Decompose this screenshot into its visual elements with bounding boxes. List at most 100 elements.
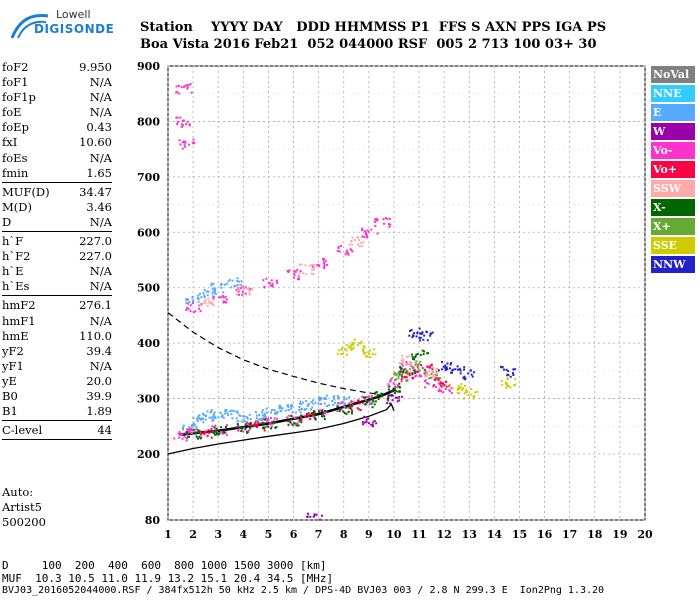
- data-point: [225, 298, 228, 301]
- data-point: [220, 282, 223, 285]
- data-point: [422, 338, 425, 341]
- auto-code: 500200: [2, 515, 46, 529]
- data-point: [262, 418, 265, 421]
- data-point: [326, 263, 329, 266]
- data-point: [411, 353, 414, 356]
- data-point: [449, 389, 452, 392]
- data-point: [178, 92, 181, 95]
- data-point: [300, 416, 302, 418]
- data-point: [217, 433, 220, 436]
- legend-item: X-: [651, 199, 695, 216]
- data-point: [388, 385, 391, 388]
- data-point: [296, 268, 299, 271]
- data-point: [464, 384, 467, 387]
- data-point: [214, 417, 217, 419]
- data-point: [410, 365, 413, 368]
- data-point: [364, 355, 367, 358]
- data-point: [506, 384, 509, 387]
- data-point: [305, 400, 308, 402]
- data-point: [507, 370, 510, 373]
- data-point: [232, 410, 235, 412]
- data-point: [211, 287, 214, 290]
- data-point: [365, 420, 368, 423]
- data-point: [181, 432, 184, 435]
- data-point: [440, 385, 443, 388]
- data-point: [313, 413, 315, 416]
- data-point: [185, 437, 188, 440]
- data-point: [423, 350, 426, 353]
- data-point: [362, 423, 365, 426]
- data-point: [310, 401, 313, 404]
- data-point: [222, 291, 225, 294]
- data-point: [336, 405, 339, 408]
- param-row: foF1p N/A: [2, 90, 112, 105]
- data-point: [451, 387, 454, 390]
- data-point: [210, 436, 213, 439]
- data-point: [369, 356, 372, 359]
- data-point: [370, 395, 373, 397]
- data-point: [262, 414, 264, 417]
- param-key: h`F: [2, 234, 24, 249]
- data-point: [227, 414, 230, 416]
- data-point: [400, 373, 403, 376]
- data-point: [236, 280, 239, 283]
- data-point: [273, 412, 276, 415]
- data-point: [439, 377, 442, 380]
- data-point: [406, 373, 409, 375]
- data-point: [505, 386, 508, 389]
- data-point: [230, 409, 233, 412]
- data-point: [189, 428, 191, 431]
- data-point: [435, 370, 438, 373]
- data-point: [343, 398, 346, 401]
- param-key: hmF2: [2, 298, 36, 313]
- data-point: [417, 367, 420, 370]
- data-point: [307, 512, 309, 515]
- data-point: [213, 433, 216, 436]
- data-point: [290, 403, 293, 406]
- data-point: [243, 415, 246, 418]
- data-point: [414, 355, 417, 358]
- data-point: [246, 421, 248, 424]
- data-point: [185, 431, 188, 433]
- data-point: [471, 375, 474, 378]
- data-point: [186, 306, 189, 309]
- data-point: [412, 368, 415, 371]
- data-point: [256, 420, 259, 423]
- data-point: [184, 84, 187, 87]
- data-point: [414, 363, 417, 366]
- data-point: [401, 377, 404, 379]
- data-point: [350, 404, 353, 406]
- data-point: [317, 264, 320, 267]
- data-point: [213, 415, 216, 418]
- param-key: B0: [2, 388, 18, 403]
- data-point: [386, 218, 389, 221]
- data-point: [236, 423, 239, 426]
- data-point: [314, 401, 317, 404]
- data-point: [309, 515, 312, 518]
- data-point: [341, 352, 344, 355]
- data-point: [391, 399, 394, 402]
- data-point: [398, 370, 401, 373]
- param-row: MUF(D) 34.47: [2, 185, 112, 200]
- data-point: [220, 283, 222, 286]
- data-point: [181, 141, 184, 144]
- data-point: [186, 428, 189, 431]
- data-point: [298, 418, 301, 421]
- data-point: [187, 308, 190, 311]
- data-point: [276, 410, 279, 413]
- data-point: [280, 410, 283, 413]
- data-point: [296, 422, 299, 425]
- data-point: [431, 368, 434, 371]
- data-point: [197, 294, 200, 297]
- data-point: [210, 301, 212, 304]
- data-point: [337, 246, 340, 249]
- data-point: [284, 409, 287, 412]
- data-point: [244, 292, 247, 295]
- data-point: [388, 225, 391, 228]
- data-point: [323, 415, 326, 418]
- data-point: [191, 296, 194, 299]
- data-point: [512, 368, 515, 371]
- data-point: [222, 301, 225, 304]
- data-point: [423, 372, 426, 375]
- data-point: [229, 410, 232, 413]
